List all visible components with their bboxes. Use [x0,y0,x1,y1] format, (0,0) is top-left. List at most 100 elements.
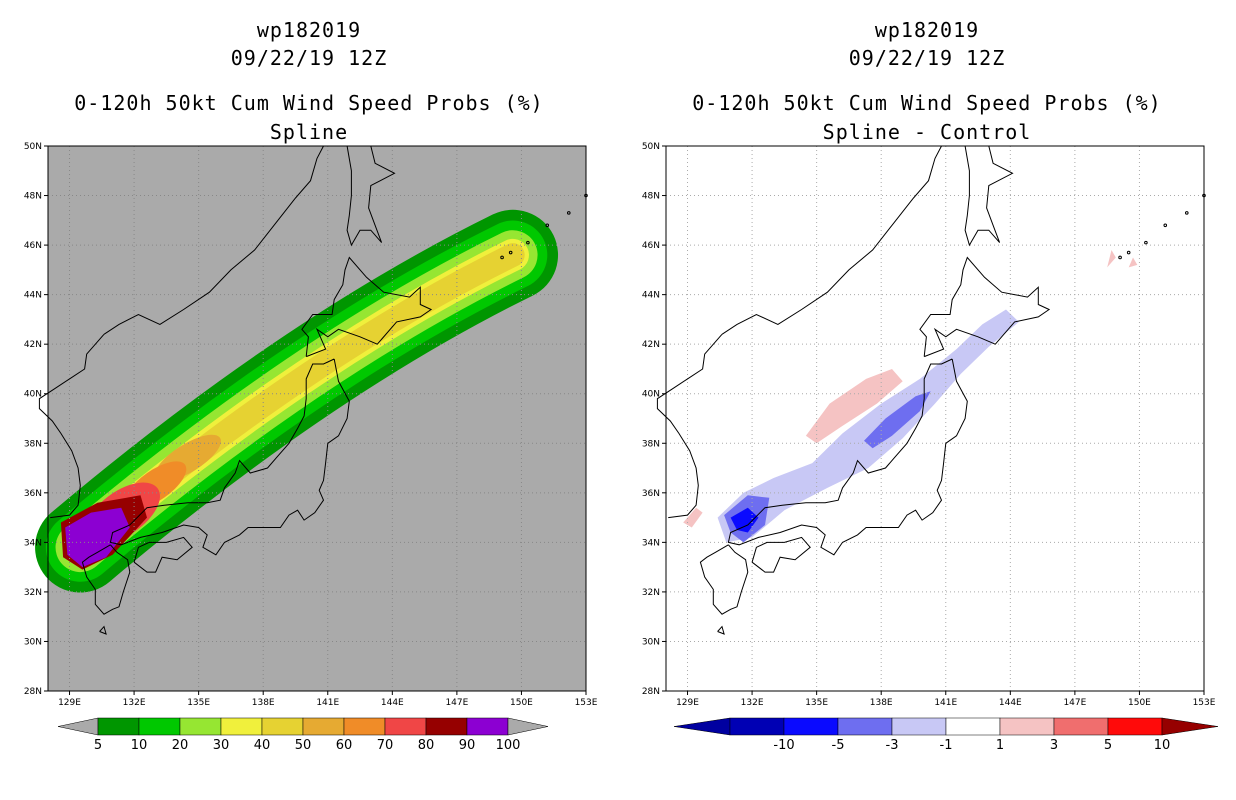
lon-tick-label: 150E [1128,698,1151,708]
lat-tick-label: 36N [642,489,660,499]
storm-id-title: wp182019 [874,18,980,42]
coastline [919,256,1051,358]
coastline [109,358,350,556]
colorbar-bin [1107,717,1163,736]
positive-diff-area [805,369,903,444]
colorbar-bin [466,717,509,736]
lon-tick-label: 141E [934,698,957,708]
map-spline: 129E 132E 135E 138E 141E 144E 147E 150E 153E 50N 4… [24,142,598,753]
colorbar-bin [138,717,181,736]
colorbar-label: 100 [496,738,521,753]
coastline [81,544,131,615]
negative-diff-area [730,507,759,533]
lon-tick-label: 144E [999,698,1022,708]
colorbar-label: -1 [940,738,953,753]
island [1144,240,1148,245]
lat-tick-label: 46N [642,241,660,251]
coastline [751,536,811,573]
lon-tick-label: 147E [445,698,468,708]
colorbar-label: 3 [1050,738,1058,753]
colorbar-bin [425,717,468,736]
colorbar-bin [999,717,1055,736]
colorbar-bin [945,717,1001,736]
probability-field [35,209,559,593]
datetime-title: 09/22/19 12Z [848,46,1006,70]
lon-tick-label: 144E [381,698,404,708]
colorbar-bin [261,717,304,736]
panel-spline: wp182019 09/22/19 12Z 0-120h 50kt Cum Wi… [24,18,598,753]
colorbar-over-arrow [507,717,549,736]
lat-tick-label: 50N [642,142,660,152]
colorbar-label: 1 [996,738,1004,753]
lon-tick-label: 147E [1063,698,1086,708]
coastline [699,544,749,615]
coastline [133,536,193,573]
colorbar-bin [220,717,263,736]
map-frame [665,145,1205,692]
lon-tick-label: 141E [316,698,339,708]
lat-tick-label: 32N [24,588,42,598]
colorbar-bin [783,717,839,736]
colorbar-bin [302,717,345,736]
product-title: 0-120h 50kt Cum Wind Speed Probs (%) [74,91,544,115]
lat-tick-label: 48N [24,192,42,202]
lat-tick-label: 32N [642,588,660,598]
island [545,223,550,228]
island [1184,211,1189,215]
lat-tick-label: 38N [642,439,660,449]
colorbar-bin [384,717,427,736]
map-spline-control: 129E 132E 135E 138E 141E 144E 147E 150E 153E 50N 4… [642,142,1219,753]
colorbar-label: 90 [459,738,476,753]
lon-tick-label: 153E [1193,698,1216,708]
lon-tick-label: 135E [187,698,210,708]
lat-tick-label: 36N [24,489,42,499]
coastline [99,625,107,635]
lon-tick-label: 129E [676,698,699,708]
coastline [964,145,1014,247]
island [1126,250,1131,255]
island [508,250,513,255]
prob-band [65,507,130,568]
lat-tick-label: 40N [24,390,42,400]
subtitle: Spline [269,120,349,144]
colorbar-label: 20 [172,738,189,753]
datetime-title: 09/22/19 12Z [230,46,388,70]
island [1163,223,1168,228]
lat-tick-label: 48N [642,192,660,202]
coastlines [656,145,1206,635]
lat-tick-label: 40N [642,390,660,400]
colorbar-label: 40 [254,738,271,753]
coastline [717,625,725,635]
lat-tick-label: 30N [642,637,660,647]
colorbar-label: 10 [131,738,148,753]
lat-tick-label: 42N [24,340,42,350]
lat-tick-label: 34N [24,538,42,548]
colorbar-bin [97,717,140,736]
lat-tick-label: 38N [24,439,42,449]
lat-tick-label: 28N [24,687,42,697]
colorbar-bin [179,717,222,736]
colorbar-label: 5 [1104,738,1112,753]
lat-tick-label: 44N [642,291,660,301]
colorbar-label: 80 [418,738,435,753]
colorbar-bin [729,717,785,736]
lat-tick-label: 44N [24,291,42,301]
lat-tick-label: 46N [24,241,42,251]
coastline [103,145,324,335]
colorbar-label: 70 [377,738,394,753]
colorbar-bin [1053,717,1109,736]
lon-tick-label: 135E [805,698,828,708]
lat-tick-label: 42N [642,340,660,350]
colorbar-label: 5 [94,738,102,753]
negative-diff-area [864,391,931,449]
positive-diff-area [1107,250,1116,268]
subtitle: Spline - Control [822,120,1032,144]
coastline [727,358,968,556]
island [566,211,571,215]
colorbar-bin [837,717,893,736]
product-title: 0-120h 50kt Cum Wind Speed Probs (%) [692,91,1162,115]
coastline [656,333,723,519]
colorbar-over-arrow [1161,717,1219,736]
lon-tick-label: 129E [58,698,81,708]
colorbar-label: 10 [1154,738,1171,753]
